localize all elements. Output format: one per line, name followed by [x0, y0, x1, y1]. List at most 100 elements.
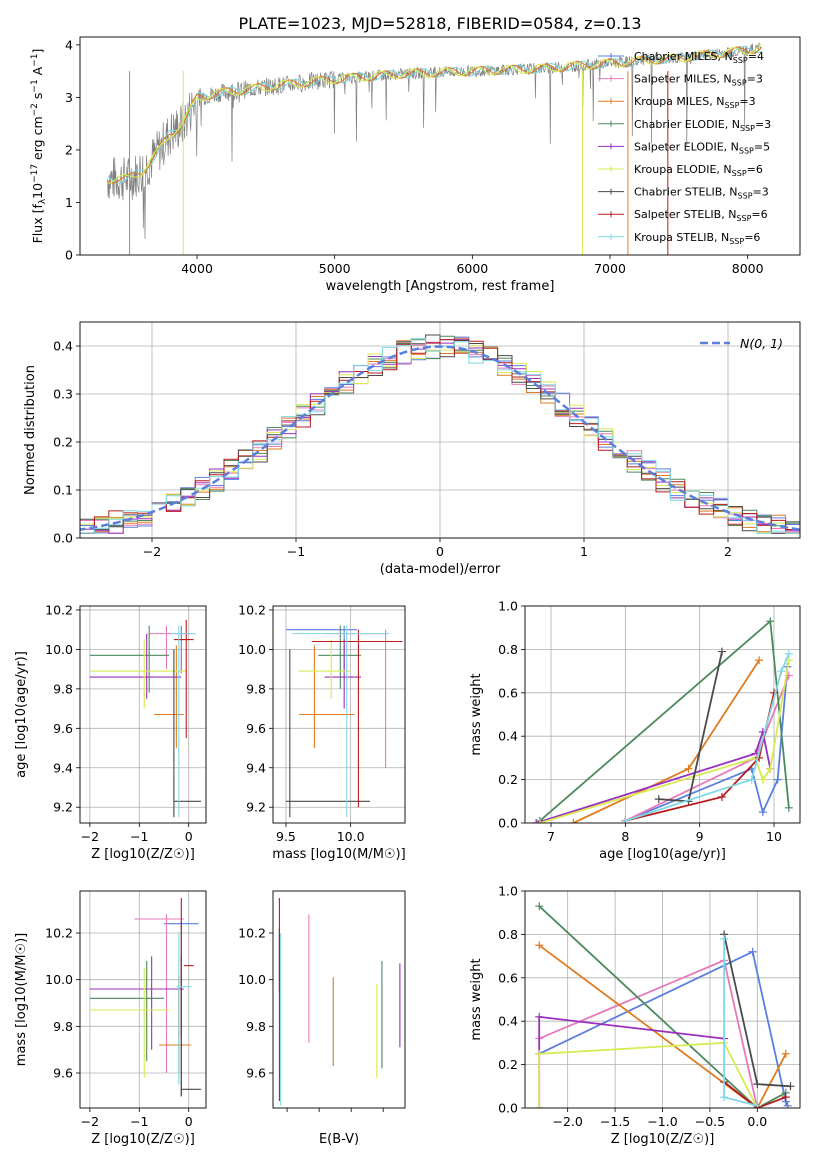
legend-entry: Salpeter MILES, NSSP=3 — [634, 73, 763, 88]
y-tick-label: 9.2 — [53, 800, 73, 815]
axes-residuals: −2 −1 0 1 2 0.0 0.1 0.2 0.3 0.4 (data-model)/error… — [23, 321, 801, 577]
gaussian-curve — [80, 345, 800, 531]
plot-area — [525, 606, 800, 823]
y-tick-label: 1.0 — [498, 599, 518, 614]
weight-marker — [758, 808, 767, 817]
y-tick-label: 0.0 — [498, 816, 518, 831]
axes-frame — [272, 890, 406, 1109]
x-tick-label: 1 — [580, 544, 588, 559]
x-axis-label: Z [log10(Z/Z☉)] — [91, 1132, 195, 1147]
weight-line-chabrier_elodie — [538, 905, 787, 1108]
axes-spectrum: 4000 5000 6000 7000 8000 0 1 2 3 4 wavelength [Ang… — [30, 36, 801, 294]
x-tick-label: −2 — [81, 829, 99, 844]
weight-marker — [535, 1012, 544, 1021]
plot-area — [278, 898, 401, 1106]
y-tick-label: 2 — [65, 142, 73, 157]
y-tick-label: 0.2 — [498, 772, 518, 787]
weight-marker — [569, 819, 578, 823]
weight-marker — [781, 1049, 790, 1058]
y-tick-label: 0.1 — [53, 483, 73, 498]
y-tick-label: 9.4 — [53, 760, 73, 775]
weight-line-kroupa_elodie — [539, 660, 790, 823]
weight-marker — [753, 1101, 762, 1108]
weight-line-chabrier_elodie — [539, 619, 790, 822]
x-tick-label: 0 — [185, 829, 193, 844]
x-tick-label: 0.0 — [747, 1114, 767, 1129]
axes-frame — [79, 321, 801, 539]
weight-marker — [773, 775, 782, 784]
plot-area — [525, 891, 800, 1108]
y-tick-label: 0.2 — [498, 1057, 518, 1072]
y-tick-label: 9.8 — [53, 1019, 73, 1034]
y-tick-label: 3 — [65, 90, 73, 105]
y-tick-label: 9.6 — [53, 1066, 73, 1081]
y-tick-label: 10.0 — [45, 642, 73, 657]
weight-marker — [535, 941, 544, 950]
weight-marker — [532, 819, 541, 823]
axes-mass_vs_ebv: 9.6 9.8 10.0 10.2 E(B-V) — [238, 890, 406, 1147]
weight-line-salpeter_miles — [624, 675, 790, 822]
weight-marker — [747, 775, 756, 784]
weight-marker — [717, 647, 726, 656]
figure-title: PLATE=1023, MJD=52818, FIBERID=0584, z=0… — [238, 14, 641, 33]
weight-marker — [535, 902, 544, 911]
x-tick-label: 7000 — [594, 261, 626, 276]
legend-entry: N(0, 1) — [740, 336, 783, 351]
model-line-kroupa_stelib — [107, 45, 762, 184]
y-axis-label: Flux [fλ10−17 erg cm−2 s−1 A−1] — [30, 49, 48, 244]
y-tick-label: 0.4 — [498, 1014, 518, 1029]
y-tick-label: 10.2 — [45, 602, 73, 617]
legend-entry: Salpeter ELODIE, NSSP=5 — [634, 140, 770, 155]
y-tick-label: 0.6 — [498, 970, 518, 985]
x-axis-label: Z [log10(Z/Z☉)] — [611, 1132, 715, 1147]
x-tick-label: 2 — [724, 544, 732, 559]
x-tick-label: 8 — [621, 829, 629, 844]
plot-area — [273, 606, 405, 823]
weight-marker — [621, 816, 630, 823]
x-tick-label: 7 — [547, 829, 555, 844]
weight-marker — [766, 764, 775, 773]
x-axis-label: E(B-V) — [319, 1132, 359, 1147]
legend-entry: Salpeter STELIB, NSSP=6 — [634, 208, 768, 223]
y-axis-label: Normed distribution — [23, 365, 38, 495]
x-axis-label: (data-model)/error — [380, 562, 501, 577]
y-tick-label: 10.2 — [238, 926, 266, 941]
y-tick-label: 9.8 — [246, 681, 266, 696]
y-tick-label: 10.0 — [238, 642, 266, 657]
weight-line-salpeter_stelib — [723, 1081, 787, 1108]
weight-marker — [535, 1049, 544, 1058]
y-axis-label: mass weight — [469, 958, 484, 1040]
y-tick-label: 0.4 — [498, 729, 518, 744]
weight-line-kroupa_miles — [572, 659, 760, 823]
x-tick-label: 9 — [696, 829, 704, 844]
y-tick-label: 10.0 — [238, 972, 266, 987]
weight-marker — [758, 775, 767, 784]
x-tick-label: −1.0 — [647, 1114, 677, 1129]
y-tick-label: 0.2 — [53, 435, 73, 450]
y-axis-label: age [log10(age/yr)] — [14, 651, 29, 778]
axes-frame — [272, 605, 406, 824]
y-tick-label: 0.8 — [498, 642, 518, 657]
y-tick-label: 9.8 — [53, 681, 73, 696]
plot-area — [80, 322, 800, 538]
y-axis-label: mass [log10(M/M☉)] — [14, 933, 29, 1066]
axes-frame — [524, 605, 801, 824]
x-tick-label: 0 — [436, 544, 444, 559]
axes-frame — [79, 36, 801, 256]
weight-marker — [654, 795, 663, 804]
axes-age_vs_mass: 9.5 10.0 9.2 9.4 9.6 9.8 10.0 10.2 mass [log10(M… — [238, 602, 406, 862]
weight-marker — [784, 803, 793, 812]
x-tick-label: 10.0 — [337, 829, 365, 844]
weight-line-chabrier_miles — [538, 950, 789, 1107]
plot-area — [80, 891, 206, 1108]
x-tick-label: −1 — [130, 829, 148, 844]
model-line-kroupa_miles — [107, 46, 762, 184]
legend-entry: Kroupa ELODIE, NSSP=6 — [634, 163, 763, 178]
weight-marker — [535, 819, 544, 823]
legend-entry: Chabrier ELODIE, NSSP=3 — [634, 118, 771, 133]
legend-entry: Kroupa MILES, NSSP=3 — [634, 95, 756, 110]
y-tick-label: 9.8 — [246, 1019, 266, 1034]
x-tick-label: 5000 — [319, 261, 351, 276]
weight-marker — [684, 764, 693, 773]
